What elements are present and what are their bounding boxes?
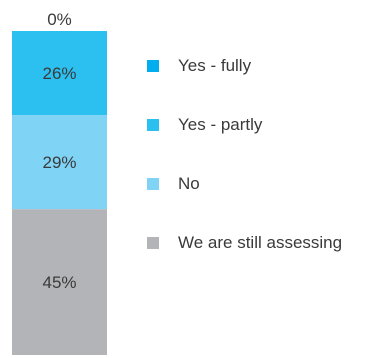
legend: Yes - fully Yes - partly No We are still as… xyxy=(147,56,342,292)
legend-item-no: No xyxy=(147,174,342,194)
bar-segment-yes-partly xyxy=(12,31,107,116)
legend-label-yes-fully: Yes - fully xyxy=(178,56,252,75)
legend-label-we-are-still-assessing: We are still assessing xyxy=(178,233,343,252)
legend-item-yes-partly: Yes - partly xyxy=(147,115,342,135)
data-label-no: 29% xyxy=(42,153,76,172)
bar-segment-no xyxy=(12,115,107,210)
data-label-we-are-still-assessing: 45% xyxy=(42,273,76,292)
legend-swatch-we-are-still-assessing xyxy=(147,237,159,249)
data-label-yes-partly: 26% xyxy=(42,64,76,83)
bar-segment-we-are-still-assessing xyxy=(12,209,107,355)
legend-label-no: No xyxy=(178,174,200,193)
bar-segments xyxy=(12,31,107,355)
legend-swatch-yes-fully xyxy=(147,60,159,72)
legend-swatch-yes-partly xyxy=(147,119,159,131)
legend-item-yes-fully: Yes - fully xyxy=(147,56,342,76)
legend-swatch-no xyxy=(147,178,159,190)
legend-label-yes-partly: Yes - partly xyxy=(178,115,263,134)
data-label-yes-fully: 0% xyxy=(47,10,72,29)
segment-labels: 0% 26% 29% 45% xyxy=(42,10,76,292)
legend-item-we-are-still-assessing: We are still assessing xyxy=(147,233,342,253)
